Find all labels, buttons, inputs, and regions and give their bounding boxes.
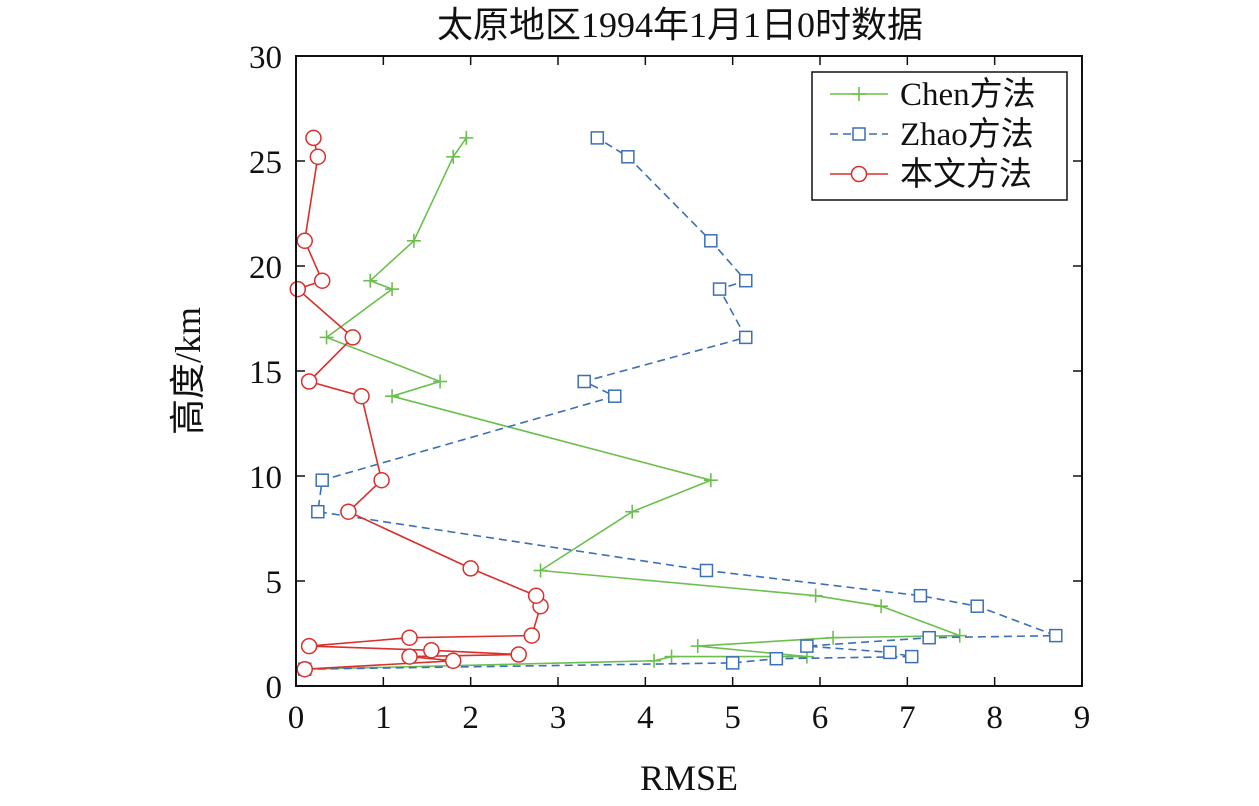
data-point bbox=[363, 273, 378, 288]
data-point bbox=[444, 652, 462, 670]
data-point bbox=[647, 653, 662, 668]
data-point bbox=[401, 629, 418, 646]
data-point bbox=[313, 272, 331, 289]
x-tick-label: 6 bbox=[812, 700, 829, 736]
data-point bbox=[625, 504, 640, 519]
data-point bbox=[808, 588, 823, 603]
data-point bbox=[590, 131, 605, 145]
data-point bbox=[315, 473, 329, 487]
data-point bbox=[712, 282, 727, 296]
data-point bbox=[739, 273, 753, 288]
data-point bbox=[340, 503, 357, 520]
y-tick-label: 15 bbox=[249, 355, 282, 391]
data-point bbox=[446, 149, 461, 164]
legend-entry: 本文方法 bbox=[830, 156, 1032, 193]
data-point bbox=[523, 627, 541, 644]
data-point bbox=[433, 374, 448, 389]
series-layer bbox=[289, 129, 1063, 678]
data-point bbox=[664, 649, 679, 664]
y-tick-label: 10 bbox=[249, 460, 282, 496]
data-point bbox=[699, 563, 714, 578]
data-point bbox=[344, 329, 362, 346]
x-tick-label: 9 bbox=[1074, 700, 1091, 736]
data-point bbox=[690, 639, 705, 654]
data-point bbox=[874, 599, 889, 614]
data-point bbox=[385, 389, 400, 404]
x-tick-label: 2 bbox=[462, 700, 479, 736]
legend-marker bbox=[852, 127, 866, 141]
data-point bbox=[309, 148, 327, 166]
data-point bbox=[922, 630, 936, 645]
y-tick-label: 30 bbox=[249, 40, 282, 76]
x-tick-label: 0 bbox=[288, 700, 305, 736]
legend-label: 本文方法 bbox=[900, 156, 1032, 193]
data-point bbox=[385, 282, 400, 297]
chart-title: 太原地区1994年1月1日0时数据 bbox=[437, 5, 923, 45]
x-tick-label: 3 bbox=[550, 700, 567, 736]
x-tick-label: 1 bbox=[375, 700, 392, 736]
ticks-layer: 0 1 2 3 4 5 6 7 8 9 0 5 10 15 20 25 30 bbox=[249, 40, 1090, 736]
data-point bbox=[904, 649, 919, 664]
data-point bbox=[459, 130, 474, 145]
data-point bbox=[703, 473, 718, 488]
data-point bbox=[311, 504, 325, 519]
legend-marker bbox=[850, 165, 868, 183]
data-point bbox=[423, 642, 440, 659]
data-point bbox=[319, 330, 334, 345]
series-2 bbox=[297, 131, 1063, 676]
data-point bbox=[725, 656, 740, 670]
y-tick-label: 5 bbox=[266, 565, 283, 601]
legend-label: Zhao方法 bbox=[900, 116, 1034, 153]
data-point bbox=[769, 651, 784, 666]
data-point bbox=[533, 563, 548, 578]
legend-entry: Zhao方法 bbox=[830, 116, 1034, 153]
data-point bbox=[510, 646, 527, 663]
data-point bbox=[800, 639, 814, 653]
legend-entry: Chen方法 bbox=[830, 76, 1036, 113]
data-point bbox=[300, 637, 318, 655]
x-tick-label: 8 bbox=[986, 700, 1003, 736]
data-point bbox=[373, 471, 390, 489]
data-point bbox=[462, 560, 479, 577]
data-point bbox=[826, 630, 841, 645]
series-line bbox=[304, 137, 961, 670]
legend-label: Chen方法 bbox=[900, 76, 1036, 113]
data-point bbox=[289, 280, 306, 298]
series-3 bbox=[289, 129, 549, 678]
y-tick-label: 25 bbox=[249, 145, 282, 181]
series-1 bbox=[297, 130, 967, 677]
y-axis-title: 高度/km bbox=[168, 307, 208, 435]
legend-marker bbox=[852, 87, 866, 101]
data-point bbox=[621, 150, 635, 164]
data-point bbox=[406, 233, 421, 248]
data-point bbox=[704, 234, 718, 248]
x-tick-label: 7 bbox=[899, 700, 916, 736]
data-point bbox=[577, 374, 591, 389]
data-point bbox=[296, 660, 313, 678]
data-point bbox=[913, 588, 928, 603]
y-tick-label: 20 bbox=[249, 250, 282, 286]
x-tick-label: 5 bbox=[724, 700, 741, 736]
y-tick-label: 0 bbox=[266, 670, 283, 706]
data-point bbox=[883, 645, 897, 660]
data-point bbox=[353, 387, 370, 405]
data-point bbox=[970, 599, 984, 613]
data-point bbox=[739, 330, 753, 345]
data-point bbox=[527, 587, 545, 604]
data-point bbox=[952, 628, 967, 643]
data-point bbox=[305, 129, 322, 147]
x-axis-title: RMSE bbox=[640, 758, 738, 798]
x-tick-label: 4 bbox=[637, 700, 654, 736]
data-point bbox=[300, 373, 318, 390]
data-point bbox=[296, 232, 313, 250]
data-point bbox=[1049, 628, 1063, 643]
data-point bbox=[608, 389, 622, 403]
data-point bbox=[401, 648, 418, 665]
